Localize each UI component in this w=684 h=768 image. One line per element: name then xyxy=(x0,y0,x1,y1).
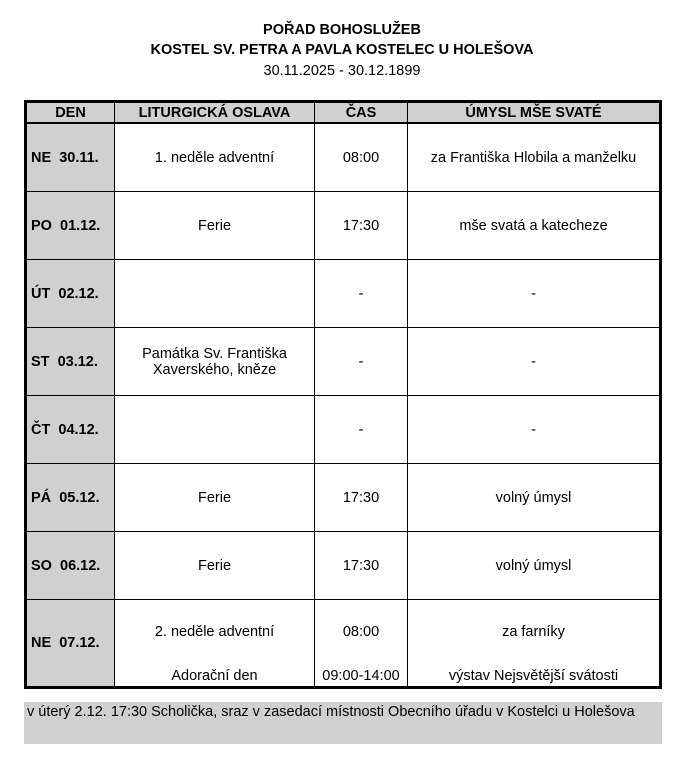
intention-line: za farníky xyxy=(502,624,565,640)
time-cell: 17:30 xyxy=(314,531,408,600)
announcement-note: v úterý 2.12. 17:30 Scholička, sraz v za… xyxy=(24,702,662,744)
day-cell: PÁ 05.12. xyxy=(25,463,115,532)
col-celebration: LITURGICKÁ OSLAVA xyxy=(114,101,315,124)
table-header: DEN LITURGICKÁ OSLAVA ČAS ÚMYSL MŠE SVAT… xyxy=(25,101,661,124)
date-range: 30.11.2025 - 30.12.1899 xyxy=(263,63,421,79)
time-line: 08:00 xyxy=(342,624,380,640)
time-line: 09:00-14:00 xyxy=(322,668,400,684)
celebration-cell: Ferie xyxy=(114,531,315,600)
intention-cell: - xyxy=(407,327,661,396)
intention-cell: - xyxy=(407,395,661,464)
table-row: SO 06.12. Ferie 17:30 volný úmysl xyxy=(25,531,661,600)
time-cell: - xyxy=(314,259,408,328)
time-cell: 08:00 09:00-14:00 xyxy=(314,599,408,688)
intention-line: výstav Nejsvětější svátosti xyxy=(448,668,619,684)
col-day: DEN xyxy=(25,101,115,124)
celebration-cell: 1. neděle adventní xyxy=(114,122,315,192)
church-name: KOSTEL SV. PETRA A PAVLA KOSTELEC U HOLE… xyxy=(150,42,534,58)
day-cell: SO 06.12. xyxy=(25,531,115,600)
intention-cell: - xyxy=(407,259,661,328)
celebration-line: Adorační den xyxy=(171,668,258,684)
time-cell: - xyxy=(314,327,408,396)
table-row: NE 30.11. 1. neděle adventní 08:00 za Frant… xyxy=(25,122,661,192)
time-cell: 17:30 xyxy=(314,463,408,532)
celebration-cell: Ferie xyxy=(114,463,315,532)
intention-cell: mše svatá a katecheze xyxy=(407,191,661,260)
day-cell: NE 30.11. xyxy=(25,122,115,192)
time-cell: 08:00 xyxy=(314,122,408,192)
table-row: PO 01.12. Ferie 17:30 mše svatá a katecheze xyxy=(25,191,661,260)
day-cell: ST 03.12. xyxy=(25,327,115,396)
celebration-cell: 2. neděle adventní Adorační den xyxy=(114,599,315,688)
intention-cell: volný úmysl xyxy=(407,463,661,532)
celebration-cell xyxy=(114,395,315,464)
celebration-cell: Ferie xyxy=(114,191,315,260)
schedule-table: DEN LITURGICKÁ OSLAVA ČAS ÚMYSL MŠE SVAT… xyxy=(24,100,662,689)
table-row: ST 03.12. Památka Sv. Františka Xaverskéh… xyxy=(25,327,661,396)
intention-cell: volný úmysl xyxy=(407,531,661,600)
table-row: PÁ 05.12. Ferie 17:30 volný úmysl xyxy=(25,463,661,532)
day-cell: ČT 04.12. xyxy=(25,395,115,464)
col-intention: ÚMYSL MŠE SVATÉ xyxy=(407,101,661,124)
day-cell: PO 01.12. xyxy=(25,191,115,260)
table-row: NE 07.12. 2. neděle adventní Adorační den… xyxy=(25,599,661,688)
day-cell: NE 07.12. xyxy=(25,599,115,688)
celebration-cell xyxy=(114,259,315,328)
intention-cell: za Františka Hlobila a manželku xyxy=(407,122,661,192)
celebration-cell: Památka Sv. Františka Xaverského, kněze xyxy=(114,327,315,396)
celebration-line: 2. neděle adventní xyxy=(154,624,275,640)
col-time: ČAS xyxy=(314,101,408,124)
intention-cell: za farníky výstav Nejsvětější svátosti xyxy=(407,599,661,688)
table-row: ČT 04.12. - - xyxy=(25,395,661,464)
day-cell: ÚT 02.12. xyxy=(25,259,115,328)
page-title: POŘAD BOHOSLUŽEB xyxy=(263,22,421,38)
time-cell: 17:30 xyxy=(314,191,408,260)
time-cell: - xyxy=(314,395,408,464)
table-row: ÚT 02.12. - - xyxy=(25,259,661,328)
